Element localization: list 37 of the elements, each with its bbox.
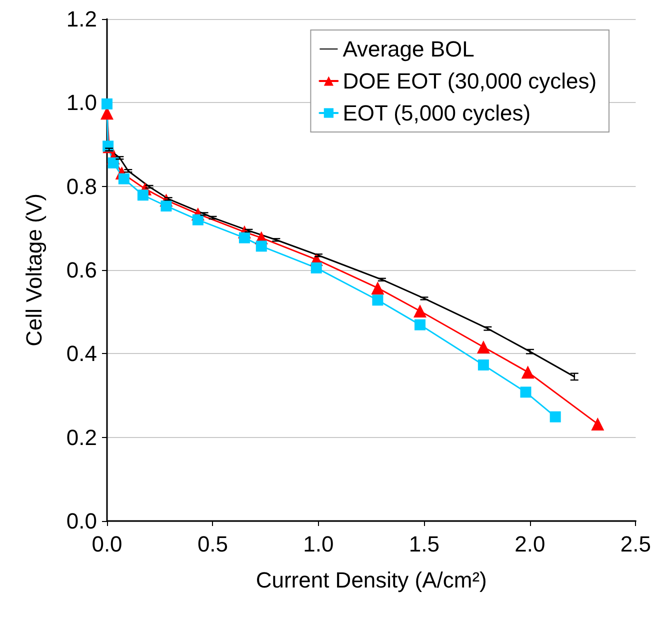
point [414, 319, 426, 330]
point [550, 411, 561, 422]
point [413, 304, 426, 318]
x-axis-title: Current Density (A/cm²) [256, 568, 487, 592]
point [372, 294, 384, 306]
x-tick-label: 1.0 [303, 532, 334, 556]
point [371, 281, 384, 294]
x-tick-label: 0.5 [197, 532, 228, 556]
y-tick-label: 0.8 [66, 174, 97, 199]
point [108, 157, 119, 168]
y-tick-label: 0.4 [66, 341, 97, 366]
legend-label: DOE EOT (30,000 cycles) [342, 68, 597, 94]
y-tick-label: 0.2 [66, 424, 97, 450]
point [160, 200, 172, 212]
point [137, 190, 148, 201]
point [476, 340, 490, 354]
point [102, 98, 112, 110]
point [118, 173, 130, 184]
y-tick-label: 1.2 [66, 6, 97, 32]
point [478, 359, 489, 370]
y-tick-label: 0.6 [66, 258, 97, 282]
point [238, 232, 250, 244]
point [256, 240, 267, 252]
y-axis-title: Cell Voltage (V) [22, 194, 46, 346]
x-tick-label: 2.5 [620, 532, 652, 556]
x-tick-label: 2.0 [514, 532, 546, 556]
legend-label: Average BOL [342, 36, 474, 62]
x-tick-label: 0.0 [92, 532, 122, 556]
y-tick-label: 1.0 [66, 90, 97, 116]
legend-label: EOT (5,000 cycles) [342, 100, 531, 126]
point [192, 214, 204, 226]
point [591, 417, 604, 430]
point [310, 262, 322, 274]
x-tick-label: 1.5 [408, 532, 440, 556]
y-tick-label: 0.0 [66, 508, 97, 534]
point [520, 386, 532, 398]
point [521, 366, 534, 379]
